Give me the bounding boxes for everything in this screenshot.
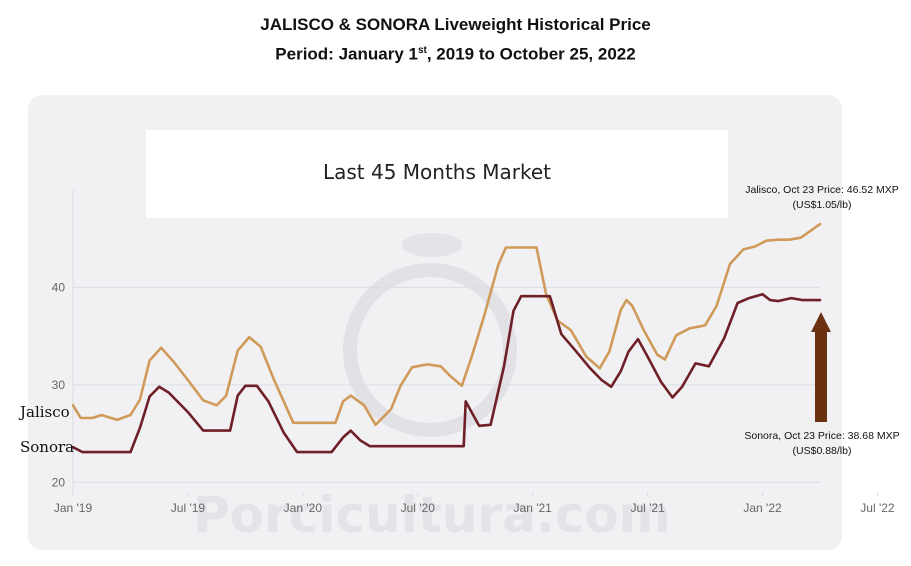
y-tick-label-30: 30: [52, 378, 66, 392]
watermark-pig-shape: [402, 233, 462, 257]
x-tick-label-3: Jul '20: [401, 501, 436, 515]
y-tick-label-20: 20: [52, 475, 66, 489]
series-line-jalisco: [71, 222, 822, 427]
sonora-annotation-line2: (US$0.88/lb): [792, 445, 852, 457]
watermark-ring: [343, 263, 517, 437]
chart-subtitle: Period: January 1st, 2019 to October 25,…: [0, 38, 911, 68]
jalisco-price-annotation: Jalisco, Oct 23 Price: 46.52 MXP (US$1.0…: [742, 184, 902, 211]
x-tick-label-2: Jan '20: [284, 501, 323, 515]
sonora-arrow-shaft: [815, 330, 827, 422]
chart-title: JALISCO & SONORA Liveweight Historical P…: [260, 15, 651, 34]
series-label-jalisco: Jalisco: [20, 403, 70, 421]
series-label-sonora: Sonora: [20, 438, 75, 456]
jalisco-annotation-line1: Jalisco, Oct 23 Price: 46.52 MXP: [745, 184, 899, 196]
banner-text: Last 45 Months Market: [322, 160, 552, 184]
x-tick-label-7: Jul '22: [860, 501, 895, 515]
subtitle-superscript: st: [417, 45, 427, 56]
x-tick-label-6: Jan '22: [743, 501, 782, 515]
banner: Last 45 Months Market: [146, 130, 728, 218]
x-tick-label-5: Jul '21: [630, 501, 665, 515]
subtitle-prefix: Period: January 1: [275, 44, 418, 64]
jalisco-annotation-line2: (US$1.05/lb): [792, 199, 852, 211]
sonora-arrow-head: [811, 312, 831, 332]
watermark-text: Porcicultura.com: [193, 486, 671, 544]
y-tick-label-40: 40: [52, 280, 66, 294]
x-tick-label-4: Jan '21: [514, 501, 553, 515]
x-tick-label-1: Jul '19: [171, 501, 206, 515]
x-tick-label-0: Jan '19: [54, 501, 93, 515]
chart-title-block: JALISCO & SONORA Liveweight Historical P…: [0, 12, 911, 68]
series-line-sonora: [71, 292, 822, 454]
sonora-price-annotation: Sonora, Oct 23 Price: 38.68 MXP (US$0.88…: [740, 430, 904, 457]
sonora-annotation-line1: Sonora, Oct 23 Price: 38.68 MXP: [744, 430, 900, 442]
subtitle-suffix: , 2019 to October 25, 2022: [426, 44, 636, 64]
